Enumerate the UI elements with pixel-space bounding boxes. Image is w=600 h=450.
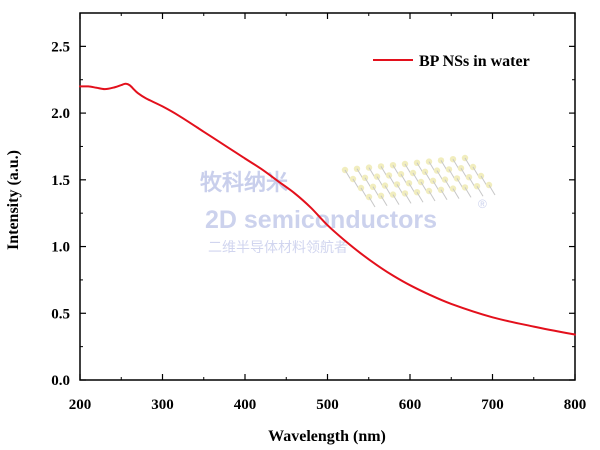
x-tick-label: 200 xyxy=(69,397,92,413)
watermark-cn-title: 牧科纳米 xyxy=(200,170,289,196)
x-tick-label: 700 xyxy=(481,397,504,413)
lattice-bond xyxy=(368,196,376,208)
y-tick-label: 0.5 xyxy=(51,306,70,322)
lattice-bond xyxy=(440,189,448,201)
watermark: 牧科纳米 2D semiconductors ® 二维半导体材料领航者 xyxy=(200,154,496,256)
watermark-cn-subtitle: 二维半导体材料领航者 xyxy=(208,240,348,256)
x-axis-title: Wavelength (nm) xyxy=(268,428,386,445)
legend: BP NSs in water xyxy=(373,53,530,70)
x-tick-label: 800 xyxy=(564,397,587,413)
y-axis-title: Intensity (a.u.) xyxy=(5,150,22,250)
lattice-bond xyxy=(452,188,460,199)
y-tick-label: 1.0 xyxy=(51,240,70,256)
x-tick-label: 300 xyxy=(151,397,174,413)
watermark-registered-mark: ® xyxy=(478,197,487,211)
y-tick-labels: 0.0 0.5 1.0 1.5 2.0 2.5 xyxy=(51,39,70,389)
lattice-bond xyxy=(404,193,412,204)
lattice-bond xyxy=(464,187,472,198)
series-line-bp-nss xyxy=(79,82,576,336)
y-tick-label: 1.5 xyxy=(51,173,70,189)
lattice-bond xyxy=(416,191,424,203)
y-tick-label: 0.0 xyxy=(51,373,70,389)
x-tick-label: 600 xyxy=(399,397,422,413)
y-tick-label: 2.0 xyxy=(51,106,70,122)
legend-label: BP NSs in water xyxy=(419,53,530,70)
axis-ticks xyxy=(79,12,576,381)
y-tick-label: 2.5 xyxy=(51,39,70,55)
x-tick-labels: 200 300 400 500 600 700 800 xyxy=(69,397,587,413)
lattice-bond xyxy=(392,194,400,205)
x-tick-label: 500 xyxy=(316,397,339,413)
watermark-crystal-image xyxy=(341,154,496,208)
lattice-bond xyxy=(428,190,436,202)
lattice-bond xyxy=(380,195,388,207)
lattice-bond xyxy=(476,185,484,197)
watermark-en-title: 2D semiconductors xyxy=(205,206,437,234)
lattice-bond xyxy=(488,184,496,196)
x-tick-label: 400 xyxy=(234,397,257,413)
